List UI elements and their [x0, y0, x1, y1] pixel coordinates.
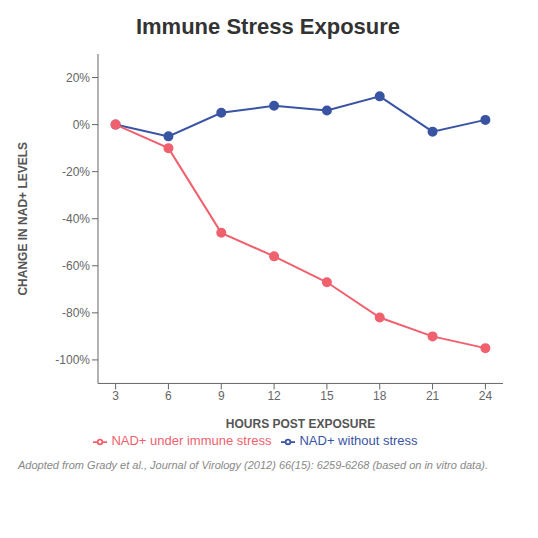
- svg-text:CHANGE IN NAD+ LEVELS: CHANGE IN NAD+ LEVELS: [16, 142, 30, 296]
- svg-text:-100%: -100%: [55, 353, 90, 367]
- svg-text:-80%: -80%: [62, 306, 90, 320]
- svg-text:12: 12: [267, 389, 281, 403]
- svg-text:-40%: -40%: [62, 212, 90, 226]
- svg-text:-60%: -60%: [62, 259, 90, 273]
- svg-text:20%: 20%: [66, 71, 90, 85]
- svg-text:3: 3: [112, 389, 119, 403]
- svg-text:9: 9: [218, 389, 225, 403]
- svg-text:-20%: -20%: [62, 165, 90, 179]
- svg-text:6: 6: [165, 389, 172, 403]
- svg-text:18: 18: [373, 389, 387, 403]
- html-text:Immune Stress Exposure: Immune Stress Exposure: [135, 14, 400, 39]
- svg-text:HOURS POST EXPOSURE: HOURS POST EXPOSURE: [226, 417, 375, 431]
- html-text:NAD+ without stress: NAD+ without stress: [299, 433, 418, 449]
- html-text:Adopted from Grady et al., Jou: Adopted from Grady et al., Journal of Vi…: [18, 459, 488, 471]
- svg-text:15: 15: [320, 389, 334, 403]
- svg-text:0%: 0%: [73, 118, 91, 132]
- svg-text:24: 24: [479, 389, 493, 403]
- svg-text:21: 21: [426, 389, 440, 403]
- html-text:NAD+ under immune stress: NAD+ under immune stress: [111, 433, 272, 449]
